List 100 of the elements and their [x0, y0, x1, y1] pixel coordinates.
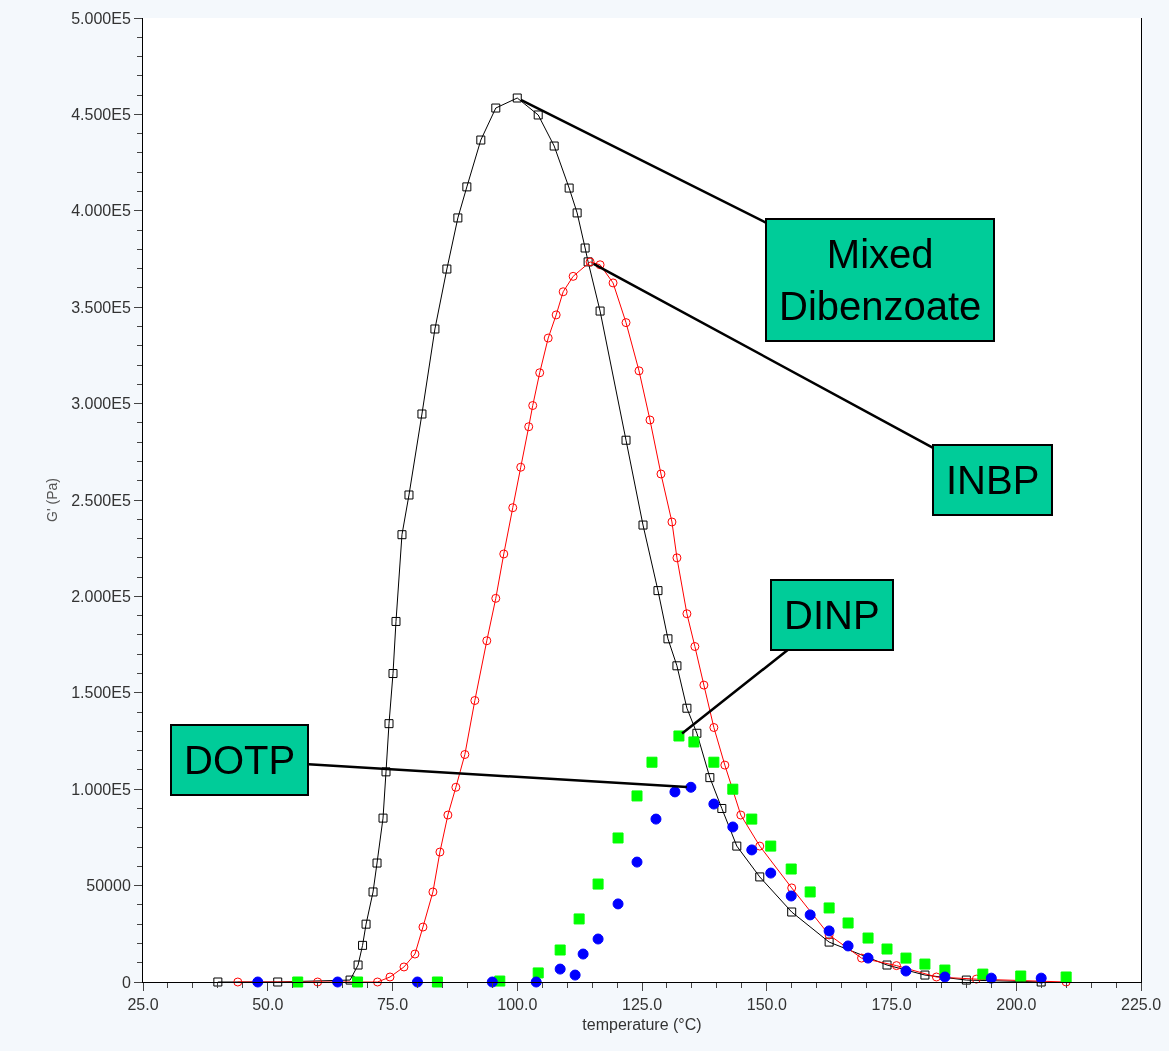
- point: [410, 949, 420, 959]
- point: [372, 858, 382, 868]
- point: [213, 977, 223, 987]
- point: [564, 183, 574, 193]
- point: [977, 968, 989, 980]
- point: [1015, 970, 1027, 982]
- point: [736, 810, 746, 820]
- y-tick-label: 0: [121, 973, 131, 991]
- point: [460, 750, 470, 759]
- point: [399, 962, 409, 972]
- y-tick-label: 2.000E5: [71, 588, 131, 605]
- point: [692, 728, 702, 738]
- point: [656, 469, 666, 479]
- point: [535, 368, 545, 378]
- point: [292, 976, 304, 988]
- point: [709, 723, 719, 732]
- point: [554, 944, 566, 956]
- point: [746, 844, 758, 856]
- point: [682, 703, 692, 713]
- point: [528, 401, 538, 411]
- y-tick-label: 4.000E5: [71, 202, 131, 220]
- point: [233, 977, 243, 987]
- point: [499, 549, 509, 559]
- point: [435, 847, 445, 857]
- point: [939, 971, 951, 983]
- point: [533, 110, 543, 120]
- point: [631, 856, 643, 868]
- point: [785, 890, 797, 902]
- point: [727, 821, 739, 833]
- point: [1035, 972, 1047, 984]
- point: [634, 366, 644, 376]
- point: [385, 972, 395, 982]
- point: [482, 636, 492, 646]
- point: [273, 977, 283, 987]
- point: [524, 422, 534, 432]
- point: [685, 781, 697, 793]
- point: [824, 937, 834, 947]
- point: [345, 975, 355, 985]
- point: [1060, 971, 1072, 983]
- point: [842, 940, 854, 952]
- point: [985, 972, 997, 984]
- point: [787, 883, 797, 893]
- point: [746, 813, 758, 825]
- point: [252, 976, 264, 988]
- point: [558, 287, 568, 297]
- y-tick-label: 5.000E5: [71, 9, 131, 27]
- point: [645, 415, 655, 425]
- point: [353, 960, 363, 970]
- point: [417, 409, 427, 419]
- x-tick-label: 100.0: [497, 996, 538, 1014]
- point: [428, 887, 438, 897]
- point: [862, 932, 874, 944]
- point: [592, 933, 604, 945]
- point: [862, 952, 874, 964]
- point: [621, 435, 631, 445]
- point: [612, 898, 624, 910]
- point: [580, 243, 590, 253]
- y-tick-label: 3.500E5: [71, 298, 131, 316]
- point: [332, 976, 344, 988]
- y-tick-label: 1.000E5: [71, 780, 131, 798]
- point: [823, 902, 835, 914]
- point: [388, 669, 398, 679]
- point: [705, 773, 715, 783]
- point: [592, 878, 604, 890]
- point: [443, 810, 453, 820]
- y-tick-label: 50000: [86, 877, 131, 895]
- y-tick-label: 3.000E5: [71, 395, 131, 413]
- point: [765, 867, 777, 879]
- point: [418, 922, 428, 932]
- text: DINP: [784, 593, 880, 637]
- point: [453, 213, 463, 223]
- point: [755, 872, 765, 882]
- text: Mixed Dibenzoate: [779, 232, 982, 328]
- point: [368, 887, 378, 897]
- x-axis-title: temperature (°C): [582, 1015, 702, 1033]
- point: [442, 264, 452, 274]
- point: [476, 135, 486, 145]
- point: [638, 520, 648, 530]
- point: [470, 696, 480, 706]
- point: [621, 318, 631, 328]
- point: [672, 661, 682, 671]
- text: INBP: [946, 458, 1040, 502]
- point: [672, 553, 682, 563]
- y-tick-label: 1.500E5: [71, 684, 131, 702]
- point: [961, 975, 971, 985]
- x-tick-label: 75.0: [376, 996, 409, 1014]
- y-tick-label: 4.500E5: [71, 106, 131, 123]
- point: [900, 965, 912, 977]
- point: [532, 967, 544, 979]
- point: [755, 841, 765, 851]
- point: [842, 917, 854, 929]
- point: [391, 616, 401, 626]
- point: [451, 782, 461, 792]
- point: [804, 909, 816, 921]
- y-axis-title: G' (Pa): [43, 478, 60, 522]
- point: [313, 977, 323, 987]
- point: [404, 490, 414, 500]
- point: [491, 593, 501, 603]
- point: [608, 278, 618, 288]
- x-tick-label: 175.0: [871, 996, 912, 1014]
